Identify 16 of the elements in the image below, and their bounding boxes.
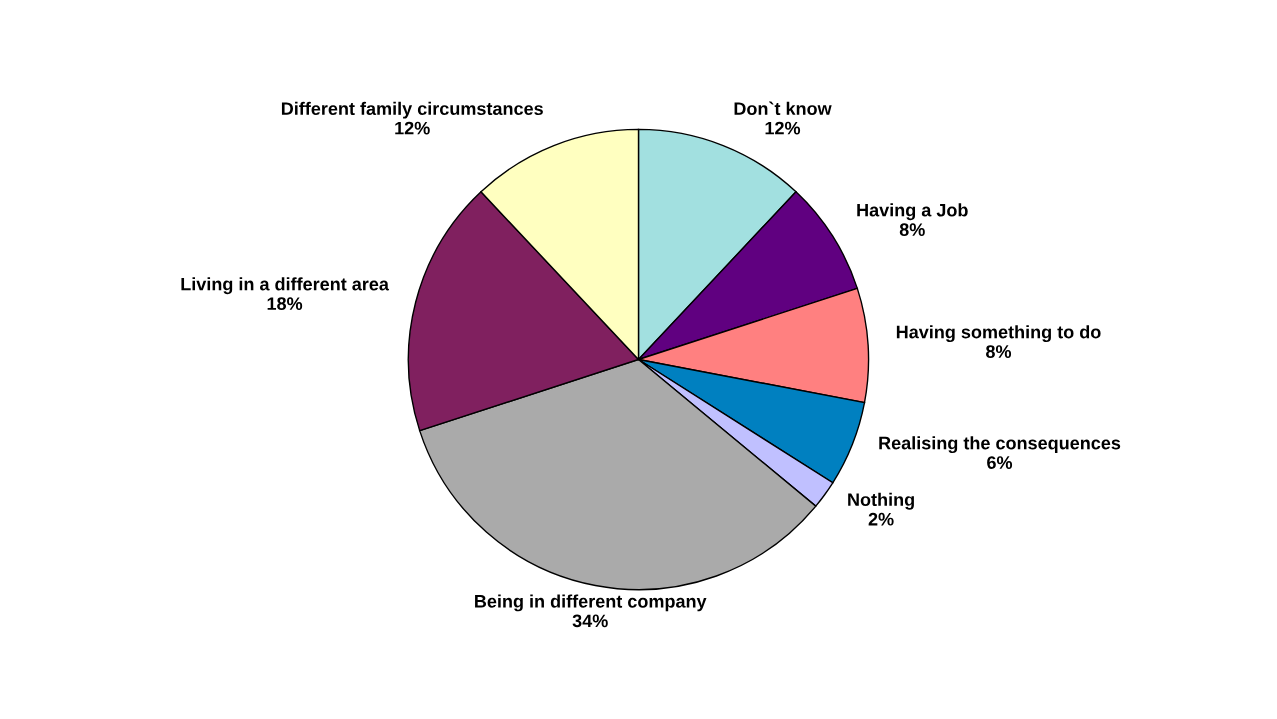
data-label: 34%: [572, 614, 608, 628]
data-label: 12%: [395, 121, 430, 135]
data-label: 2%: [868, 512, 894, 526]
data-label: 12%: [765, 121, 801, 135]
slice-label: Living in a different area: [181, 277, 390, 295]
slice-label: Realising the consequences: [879, 436, 1121, 454]
slice-label: Having a Job: [857, 203, 968, 221]
data-label: 8%: [899, 223, 925, 237]
data-label: 8%: [986, 345, 1012, 358]
slice-label: Being in different company: [475, 594, 707, 612]
slice-label: Different family circumstances: [281, 101, 543, 119]
slice-label: Nothing: [848, 492, 914, 510]
slice-label: Don`t know: [734, 101, 832, 116]
slice-label: Having something to do: [896, 325, 1101, 343]
data-label: 18%: [267, 297, 303, 311]
data-label: 6%: [987, 456, 1013, 469]
